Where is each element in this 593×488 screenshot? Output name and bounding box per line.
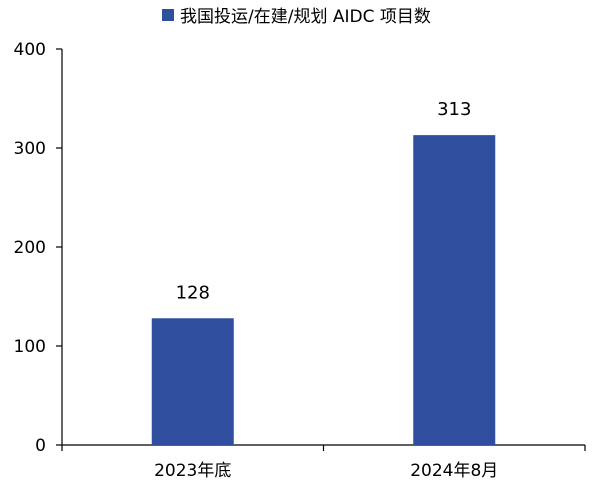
legend-swatch — [162, 9, 174, 21]
x-category-label: 2024年8月 — [410, 461, 498, 481]
data-label: 128 — [176, 282, 210, 303]
y-tick-label: 100 — [14, 337, 46, 357]
bars: 128 313 — [151, 99, 496, 445]
axes: 0 100 200 300 400 2023年底 2024年8月 — [14, 40, 586, 481]
data-label: 313 — [437, 99, 471, 120]
bar — [413, 135, 496, 445]
y-tick-label: 0 — [35, 436, 46, 456]
bar — [151, 318, 234, 445]
legend: 我国投运/在建/规划 AIDC 项目数 — [162, 7, 431, 27]
y-tick-label: 200 — [14, 238, 46, 258]
legend-label: 我国投运/在建/规划 AIDC 项目数 — [180, 7, 431, 27]
x-category-label: 2023年底 — [154, 461, 231, 481]
y-tick-label: 400 — [14, 40, 46, 60]
y-tick-label: 300 — [14, 139, 46, 159]
